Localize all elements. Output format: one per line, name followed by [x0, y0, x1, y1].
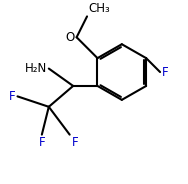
Text: F: F [9, 90, 16, 103]
Text: CH₃: CH₃ [89, 2, 111, 15]
Text: F: F [71, 136, 78, 149]
Text: F: F [39, 136, 45, 149]
Text: O: O [66, 31, 75, 44]
Text: H₂N: H₂N [25, 62, 47, 75]
Text: F: F [162, 66, 168, 79]
